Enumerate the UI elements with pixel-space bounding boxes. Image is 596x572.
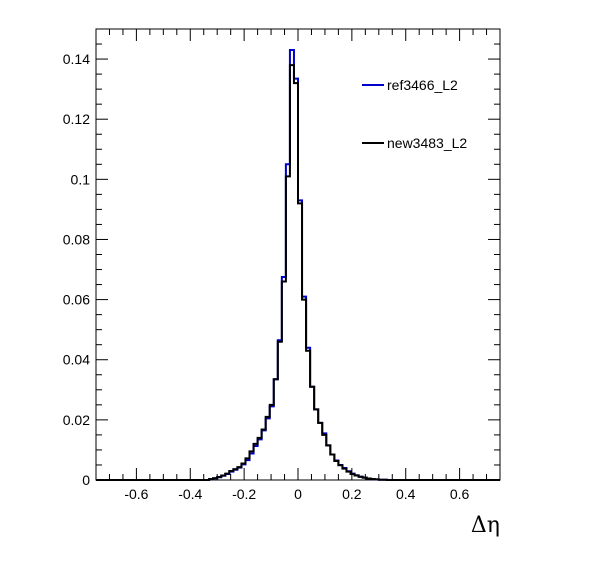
- legend-label: new3483_L2: [387, 135, 467, 151]
- x-tick-label: 0.4: [396, 486, 416, 502]
- legend: ref3466_L2 new3483_L2: [362, 77, 467, 151]
- y-tick-label: 0.1: [71, 171, 91, 187]
- x-tick-label: 0.6: [450, 486, 470, 502]
- series-line-new3483_L2: [96, 64, 500, 481]
- y-tick-label: 0: [82, 472, 90, 488]
- y-tick-label: 0.06: [63, 292, 90, 308]
- x-tick-label: -0.6: [124, 486, 148, 502]
- y-tick-label: 0.12: [63, 111, 90, 127]
- y-tick-label: 0.08: [63, 231, 90, 247]
- x-tick-label: 0: [294, 486, 302, 502]
- y-tick-label: 0.02: [63, 412, 90, 428]
- x-tick-label: -0.2: [232, 486, 256, 502]
- series-layer: [96, 49, 500, 481]
- x-tick-label: -0.4: [178, 486, 202, 502]
- x-tick-label: 0.2: [342, 486, 362, 502]
- y-tick-label: 0.04: [63, 352, 90, 368]
- x-axis-title: Δη: [471, 513, 500, 538]
- y-axis-ticks: 0 0.02 0.04 0.06 0.08 0.1 0.12 0.14: [63, 28, 500, 488]
- y-tick-label: 0.14: [63, 51, 90, 67]
- legend-label: ref3466_L2: [387, 77, 458, 93]
